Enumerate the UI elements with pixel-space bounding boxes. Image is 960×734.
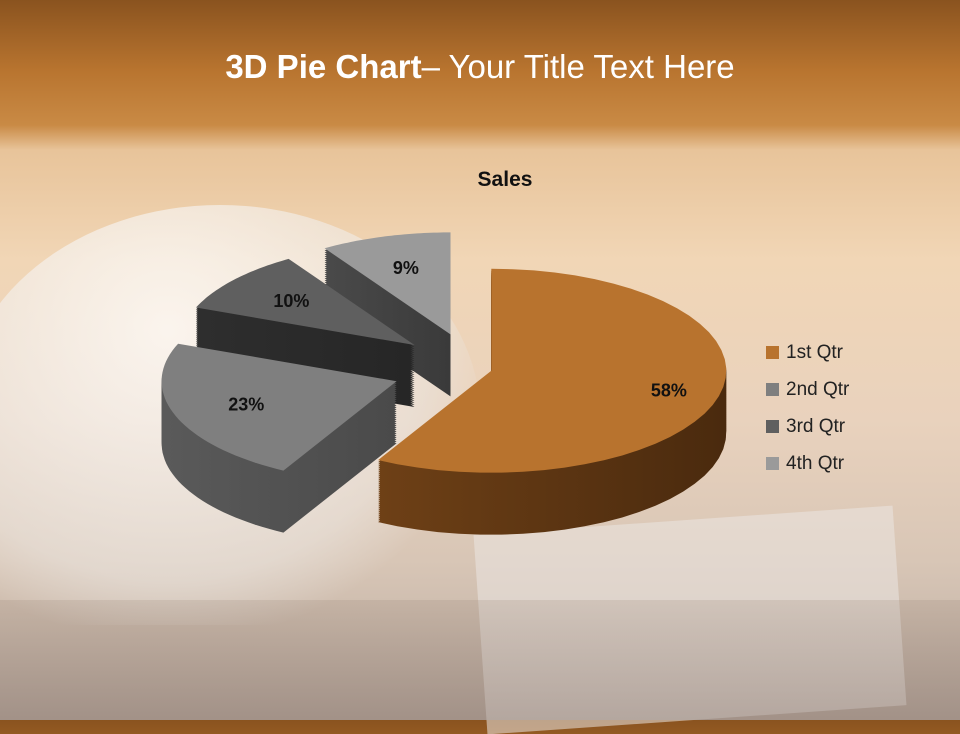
- legend-swatch: [766, 346, 779, 359]
- pie-slice-2: 23%: [161, 343, 397, 533]
- background-table: [0, 600, 960, 720]
- pie-slice-3: 10%: [196, 258, 415, 408]
- pie-slice-top: [324, 232, 451, 335]
- chart-title: Sales: [477, 168, 533, 191]
- legend: 1st Qtr 2nd Qtr 3rd Qtr 4th Qtr: [766, 334, 849, 482]
- legend-swatch: [766, 383, 779, 396]
- legend-item: 2nd Qtr: [766, 371, 849, 408]
- data-label: 9%: [393, 258, 419, 278]
- legend-swatch: [766, 420, 779, 433]
- data-label: 23%: [228, 395, 264, 415]
- pie-slice-1: 58%: [378, 268, 727, 535]
- slide-title-rest: – Your Title Text Here: [421, 48, 735, 85]
- legend-item: 4th Qtr: [766, 445, 849, 482]
- data-label: 58%: [651, 381, 687, 401]
- data-label: 10%: [273, 291, 309, 311]
- legend-item: 1st Qtr: [766, 334, 849, 371]
- legend-label: 1st Qtr: [786, 341, 844, 363]
- legend-label: 3rd Qtr: [786, 415, 846, 437]
- legend-swatch: [766, 457, 779, 470]
- pie-slice-top: [196, 258, 415, 346]
- pie-slice-top: [161, 343, 397, 471]
- pie-slice-top: [378, 268, 727, 473]
- legend-label: 2nd Qtr: [786, 378, 850, 400]
- legend-item: 3rd Qtr: [766, 408, 849, 445]
- slide-title: 3D Pie Chart– Your Title Text Here: [0, 48, 960, 86]
- slide-title-bold: 3D Pie Chart: [225, 48, 422, 85]
- legend-label: 4th Qtr: [786, 452, 845, 474]
